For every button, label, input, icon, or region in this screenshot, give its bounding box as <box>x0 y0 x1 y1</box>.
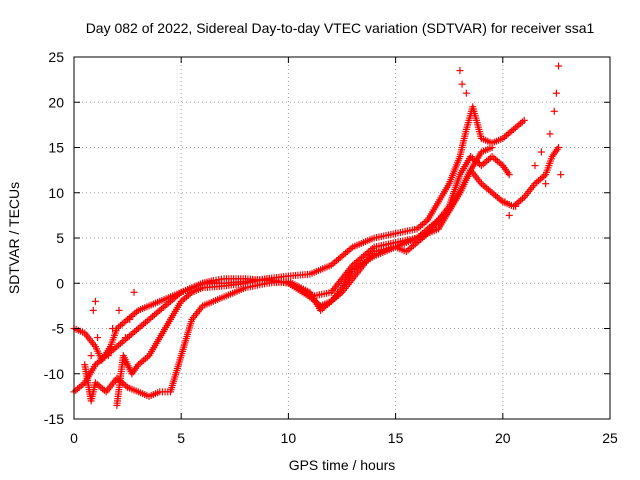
data-point <box>505 171 513 179</box>
y-tick-label: 0 <box>56 275 64 291</box>
chart-title: Day 082 of 2022, Sidereal Day-to-day VTE… <box>86 20 595 36</box>
x-tick-label: 10 <box>281 430 297 446</box>
data-point <box>488 144 496 151</box>
data-point <box>94 334 102 342</box>
y-tick-label: 25 <box>48 49 64 65</box>
y-tick-label: 20 <box>48 94 64 110</box>
data-point <box>115 306 123 314</box>
data-point <box>520 116 528 124</box>
data-point <box>89 306 97 314</box>
x-tick-labels: 0 5 10 15 20 25 <box>70 430 618 446</box>
data-point <box>546 130 554 138</box>
tick-layer <box>73 56 611 420</box>
grid-layer <box>74 57 610 419</box>
data-point <box>555 62 563 70</box>
data-point <box>456 67 464 75</box>
data-point <box>550 107 558 115</box>
data-point <box>537 148 545 156</box>
x-tick-label: 15 <box>388 430 404 446</box>
data-point <box>542 180 550 188</box>
data-point <box>557 171 565 179</box>
data-point <box>87 352 95 360</box>
data-point <box>531 162 539 170</box>
y-tick-label: 10 <box>48 185 64 201</box>
data-point <box>126 315 134 323</box>
data-point <box>552 89 560 97</box>
data-point <box>104 352 112 360</box>
data-point <box>505 211 513 219</box>
data-point <box>121 334 129 342</box>
x-tick-label: 0 <box>70 430 78 446</box>
data-point <box>458 80 466 88</box>
y-tick-label: -5 <box>52 321 65 337</box>
data-point <box>109 325 117 332</box>
y-axis-label: SDTVAR / TECUs <box>6 182 22 294</box>
x-tick-label: 25 <box>602 430 618 446</box>
y-tick-label: -15 <box>44 411 64 427</box>
y-tick-label: 5 <box>56 230 64 246</box>
data-point <box>130 288 138 296</box>
x-tick-label: 5 <box>177 430 185 446</box>
data-point <box>462 89 470 97</box>
data-point <box>91 297 99 305</box>
y-tick-label: 15 <box>48 140 64 156</box>
data-point <box>501 198 509 206</box>
y-tick-label: -10 <box>44 366 64 382</box>
data-point <box>512 202 520 210</box>
x-axis-label: GPS time / hours <box>289 457 396 473</box>
data-layer <box>70 62 565 409</box>
data-point <box>555 144 563 151</box>
x-tick-label: 20 <box>495 430 511 446</box>
y-tick-labels: -15 -10 -5 0 5 10 15 20 25 <box>44 49 64 427</box>
